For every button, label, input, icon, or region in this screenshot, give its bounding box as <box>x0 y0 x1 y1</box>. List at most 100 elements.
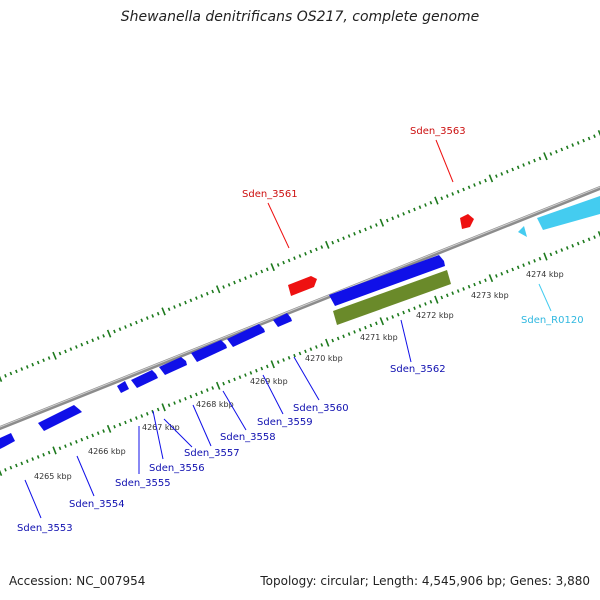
gene-arrow-sden-3559[interactable] <box>227 324 265 347</box>
minor-tick <box>260 269 264 274</box>
kbp-label: 4272 kbp <box>416 311 454 320</box>
minor-tick <box>96 336 100 340</box>
minor-tick <box>227 379 231 384</box>
minor-tick <box>565 145 569 150</box>
gene-label-sden-3555[interactable]: Sden_3555 <box>115 478 171 489</box>
gene-arrow-sden-3556[interactable] <box>131 370 158 388</box>
minor-tick <box>413 207 416 212</box>
minor-tick <box>336 238 340 243</box>
minor-tick <box>249 371 253 375</box>
gene-label-sden-3561[interactable]: Sden_3561 <box>242 189 298 200</box>
minor-tick <box>173 401 176 405</box>
gene-label-sden-3559[interactable]: Sden_3559 <box>257 417 313 428</box>
major-tick <box>597 230 600 238</box>
minor-tick <box>495 274 498 278</box>
minor-tick <box>375 223 378 227</box>
minor-tick <box>582 239 585 244</box>
minor-tick <box>64 349 67 354</box>
rna-arrow-sden-r0120[interactable] <box>537 196 600 230</box>
minor-tick <box>462 187 465 192</box>
minor-tick <box>407 308 411 313</box>
minor-tick <box>195 392 198 397</box>
minor-tick <box>31 362 35 367</box>
minor-tick <box>505 169 509 174</box>
gene-label-sden-3556[interactable]: Sden_3556 <box>149 463 205 474</box>
minor-tick <box>347 332 351 336</box>
minor-tick <box>418 304 422 308</box>
minor-tick <box>20 461 24 466</box>
minor-tick <box>560 147 564 152</box>
minor-tick <box>500 172 504 176</box>
minor-tick <box>75 345 78 349</box>
gene-arrow-sden-3562[interactable] <box>329 255 451 325</box>
minor-tick <box>238 375 242 379</box>
minor-tick <box>58 351 62 356</box>
minor-tick <box>385 317 389 321</box>
minor-tick <box>511 167 515 172</box>
minor-tick <box>320 343 324 347</box>
gene-label-sden-r0120[interactable]: Sden_R0120 <box>521 315 584 326</box>
minor-tick <box>353 232 356 236</box>
minor-tick <box>424 203 427 207</box>
minor-tick <box>375 321 378 326</box>
minor-tick <box>555 149 558 154</box>
minor-tick <box>238 278 242 283</box>
minor-tick <box>244 373 247 377</box>
gene-arrow-sden-3558[interactable] <box>191 340 227 362</box>
minor-tick <box>287 258 291 263</box>
gene-arrow-sden-3561[interactable] <box>288 276 317 296</box>
gene-label-sden-3560[interactable]: Sden_3560 <box>293 403 349 414</box>
gene-label-sden-3553[interactable]: Sden_3553 <box>17 523 73 534</box>
minor-tick <box>402 212 405 216</box>
minor-tick <box>20 367 24 371</box>
minor-tick <box>456 289 460 293</box>
minor-tick <box>233 377 236 382</box>
major-tick <box>270 263 275 272</box>
major-tick <box>325 240 330 249</box>
minor-tick <box>135 320 138 325</box>
major-tick <box>215 285 221 294</box>
minor-tick <box>113 425 116 429</box>
minor-tick <box>31 457 35 461</box>
major-tick <box>488 174 494 183</box>
gene-arrow-sden-3563[interactable] <box>460 214 474 229</box>
major-tick <box>434 295 439 304</box>
minor-tick <box>85 340 89 345</box>
gene-label-sden-3557[interactable]: Sden_3557 <box>184 448 240 459</box>
minor-tick <box>195 296 198 300</box>
major-tick <box>0 375 3 383</box>
minor-tick <box>533 158 536 163</box>
minor-tick <box>293 353 296 358</box>
minor-tick <box>96 431 100 435</box>
gene-arrow-sden-3557[interactable] <box>159 357 187 375</box>
rna-arrow-small[interactable] <box>518 226 527 237</box>
gene-label-sden-3563[interactable]: Sden_3563 <box>410 126 466 137</box>
minor-tick <box>69 347 73 351</box>
minor-tick <box>42 453 45 457</box>
minor-tick <box>478 280 482 285</box>
minor-tick <box>407 209 411 214</box>
minor-tick <box>113 329 116 334</box>
gene-arrow-sden-3554[interactable] <box>38 405 82 431</box>
minor-tick <box>9 371 13 376</box>
minor-tick <box>522 263 525 267</box>
gene-label-sden-3554[interactable]: Sden_3554 <box>69 499 125 510</box>
major-tick <box>0 469 3 477</box>
minor-tick <box>145 412 149 416</box>
gene-label-sden-3558[interactable]: Sden_3558 <box>220 432 276 443</box>
minor-tick <box>227 283 231 287</box>
gene-arrow-sden-3560[interactable] <box>273 313 292 327</box>
minor-tick <box>527 161 531 165</box>
minor-tick <box>145 316 149 320</box>
gene-label-sden-3562[interactable]: Sden_3562 <box>390 364 446 375</box>
minor-tick <box>309 249 313 254</box>
gene-arrow-sden-3555[interactable] <box>117 381 129 393</box>
minor-tick <box>560 248 564 252</box>
minor-tick <box>424 302 427 306</box>
minor-tick <box>129 322 133 327</box>
genome-backbone-highlight <box>0 186 600 428</box>
minor-tick <box>151 314 155 318</box>
gene-arrow-sden-3553[interactable] <box>0 433 15 449</box>
minor-tick <box>222 285 225 289</box>
minor-tick <box>156 407 160 412</box>
